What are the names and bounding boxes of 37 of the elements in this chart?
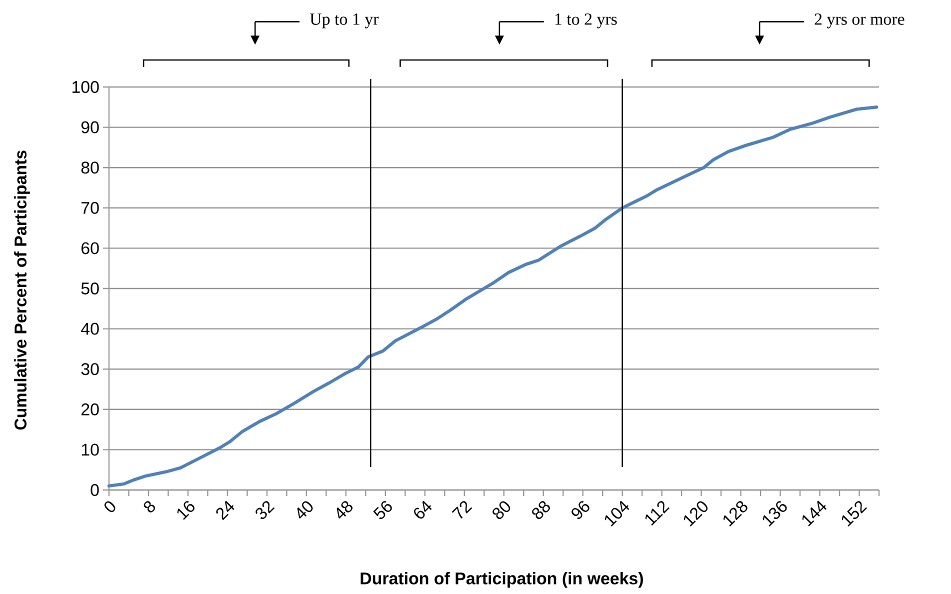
x-tick-label: 32: [256, 501, 275, 520]
y-tick-label: 20: [82, 403, 99, 416]
text: Up to 1 yr: [310, 13, 379, 28]
x-tick-label: 0: [104, 501, 116, 512]
x-tick-label: 16: [177, 501, 194, 520]
x-tick-label: 40: [297, 501, 313, 519]
y-tick-label: 40: [81, 322, 99, 335]
x-tick-label: 80: [492, 501, 510, 520]
x-tick-label: 56: [373, 501, 392, 520]
x-tick-label: 8: [144, 501, 156, 512]
line-series: [107, 106, 878, 488]
y-tick-label: 30: [81, 363, 99, 376]
x-tick-label: 24: [216, 500, 234, 520]
x-tick-label: 88: [532, 501, 550, 520]
y-tick-label: 70: [82, 202, 99, 214]
y-tick-label: 100: [72, 81, 99, 93]
x-axis-title: Duration of Participation (in weeks): [360, 572, 643, 588]
x-tick-label: 96: [572, 501, 590, 519]
y-tick-label: 60: [82, 242, 99, 254]
x-tick-label: 144: [802, 500, 827, 526]
y-tick-label: 0: [90, 484, 99, 496]
text: 2 yrs or more: [814, 13, 904, 28]
y-axis-title: Cumulative Percent of Participants: [14, 150, 30, 430]
y-tick-label: 90: [81, 121, 99, 134]
x-tick-label: 120: [684, 501, 708, 527]
y-tick-label: 80: [81, 162, 99, 174]
x-tick-label: 64: [414, 500, 432, 519]
x-tick-label: 112: [645, 501, 670, 526]
x-tick-label: 72: [452, 501, 472, 519]
x-tick-label: 48: [336, 501, 353, 519]
x-tick-label: 104: [604, 500, 630, 527]
text: 1 to 2 yrs: [555, 13, 617, 28]
y-tick-label: 50: [81, 282, 99, 294]
y-tick-label: 10: [82, 444, 99, 456]
x-tick-label: 136: [762, 501, 787, 527]
x-tick-label: 152: [842, 501, 868, 527]
x-tick-label: 128: [723, 501, 748, 527]
